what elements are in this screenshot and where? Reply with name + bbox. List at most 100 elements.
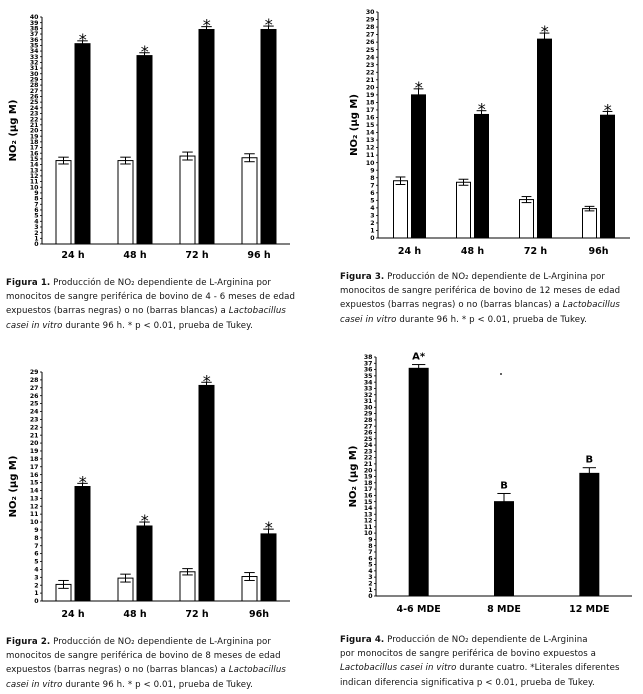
y-tick-label: 4 (368, 568, 373, 575)
y-tick-label: 20 (364, 467, 373, 474)
y-tick-label: 18 (30, 139, 39, 146)
significance-label: * (79, 472, 87, 491)
y-tick-label: 22 (366, 69, 375, 76)
y-tick-label: 4 (34, 218, 39, 225)
y-tick-label: 27 (366, 32, 375, 39)
y-tick-label: 16 (364, 492, 373, 499)
y-tick-label: 11 (366, 152, 375, 159)
y-tick-label: 37 (364, 360, 373, 367)
x-category-label: 24 h (61, 250, 85, 261)
y-tick-label: 25 (30, 401, 39, 408)
y-tick-label: 26 (366, 39, 375, 46)
y-tick-label: 11 (30, 511, 39, 518)
figure-3-caption: Figura 3. Producción de NO₂ dependiente … (340, 272, 621, 325)
y-tick-label: 9 (368, 536, 372, 543)
y-tick-label: 17 (30, 145, 39, 152)
y-tick-label: 23 (30, 111, 39, 118)
y-tick-label: 8 (34, 535, 38, 542)
figure-1-chart: 0 1 2 3 4 5 6 7 8 9 10 11 12 13 14 15 16 17 18 19 20 21 22 23 24… (0, 0, 310, 270)
y-tick-label: 0 (368, 593, 373, 600)
y-tick-label: 6 (34, 207, 38, 214)
y-tick-label: 10 (30, 184, 39, 191)
y-tick-label: 2 (368, 581, 372, 588)
y-tick-label: 1 (34, 235, 38, 242)
x-category-label: 12 MDE (569, 604, 609, 615)
significance-label: * (541, 22, 549, 41)
y-tick-label: 34 (30, 48, 39, 55)
black-bar (494, 501, 514, 597)
y-tick-label: 31 (364, 398, 373, 405)
y-tick-label: 24 (30, 409, 39, 416)
x-category-label: 48 h (461, 246, 485, 257)
x-category-label: 4-6 MDE (397, 604, 441, 615)
y-tick-label: 17 (30, 464, 39, 471)
y-tick-label: 34 (364, 379, 373, 386)
y-tick-label: 1 (370, 228, 374, 235)
figure-4-chart: 0 1 2 3 4 5 6 7 8 9 10 11 12 13 14 15 16 17 18 19 20 21 22 23 24… (348, 352, 632, 615)
y-tick-label: 15 (364, 499, 373, 506)
significance-label: * (141, 511, 149, 530)
y-tick-label: 19 (364, 474, 373, 481)
y-tick-label: 24 (30, 105, 39, 112)
y-tick-label: 33 (364, 386, 373, 393)
y-tick-label: 6 (34, 551, 38, 558)
y-tick-label: 12 (30, 503, 39, 510)
y-tick-label: 8 (370, 175, 374, 182)
y-tick-label: 1 (368, 587, 372, 594)
y-tick-label: 13 (364, 511, 373, 518)
y-tick-label: 14 (30, 488, 39, 495)
y-tick-label: 40 (30, 14, 39, 21)
y-tick-label: 38 (364, 354, 373, 361)
y-tick-label: 28 (30, 377, 39, 384)
x-category-label: 96h (589, 246, 609, 257)
y-tick-label: 24 (366, 54, 375, 61)
black-bar (408, 367, 429, 597)
y-tick-label: 13 (30, 495, 39, 502)
y-tick-label: 22 (30, 116, 39, 123)
y-tick-label: 7 (370, 182, 374, 189)
y-tick-label: 18 (30, 456, 39, 463)
y-axis-title: NO₂ (µg M) (348, 446, 359, 508)
y-tick-label: 21 (364, 461, 373, 468)
figure-2-caption: Figura 2. Producción de NO₂ dependiente … (6, 637, 286, 690)
y-axis-title: NO₂ (µg M) (349, 94, 360, 156)
significance-label: A* (412, 352, 426, 363)
y-axis-title: NO₂ (µg M) (8, 100, 19, 162)
y-tick-label: 14 (364, 505, 373, 512)
x-category-label: 96h (249, 609, 269, 620)
y-tick-label: 10 (30, 519, 39, 526)
y-tick-label: 35 (30, 42, 39, 49)
y-tick-label: 3 (368, 574, 372, 581)
y-tick-label: 7 (34, 543, 38, 550)
y-tick-label: 19 (366, 92, 375, 99)
x-category-label: 24 h (61, 609, 85, 620)
y-tick-label: 0 (370, 235, 375, 242)
y-tick-label: 16 (30, 150, 39, 157)
y-tick-label: 3 (34, 224, 38, 231)
y-tick-label: 20 (30, 128, 39, 135)
significance-label: * (141, 42, 149, 61)
y-tick-label: 8 (368, 543, 372, 550)
significance-label: * (265, 518, 273, 537)
y-tick-label: 3 (370, 213, 374, 220)
figure-1-caption: Figura 1. Producción de NO₂ dependiente … (6, 278, 296, 331)
y-tick-label: 6 (368, 555, 372, 562)
y-tick-label: 16 (366, 115, 375, 122)
y-tick-label: 32 (30, 60, 39, 67)
y-tick-label: 2 (34, 230, 38, 237)
y-tick-label: 33 (30, 54, 39, 61)
y-tick-label: 4 (34, 567, 39, 574)
y-tick-label: 6 (370, 190, 374, 197)
x-category-label: 48 h (123, 609, 147, 620)
y-tick-label: 36 (30, 37, 39, 44)
y-tick-label: 8 (34, 196, 38, 203)
y-tick-label: 29 (366, 17, 375, 24)
y-tick-label: 29 (30, 369, 39, 376)
y-tick-label: 2 (370, 220, 374, 227)
y-tick-label: 29 (30, 77, 39, 84)
y-tick-label: 9 (34, 527, 38, 534)
figure-4-caption: Figura 4. Producción de NO₂ dependiente … (340, 635, 620, 688)
figure-3-chart: 0 1 2 3 4 5 6 7 8 9 10 11 12 13 14 15 16 17 18 19 20 21 22 23 24… (0, 0, 643, 270)
significance-label: * (478, 100, 486, 119)
y-tick-label: 30 (30, 71, 39, 78)
